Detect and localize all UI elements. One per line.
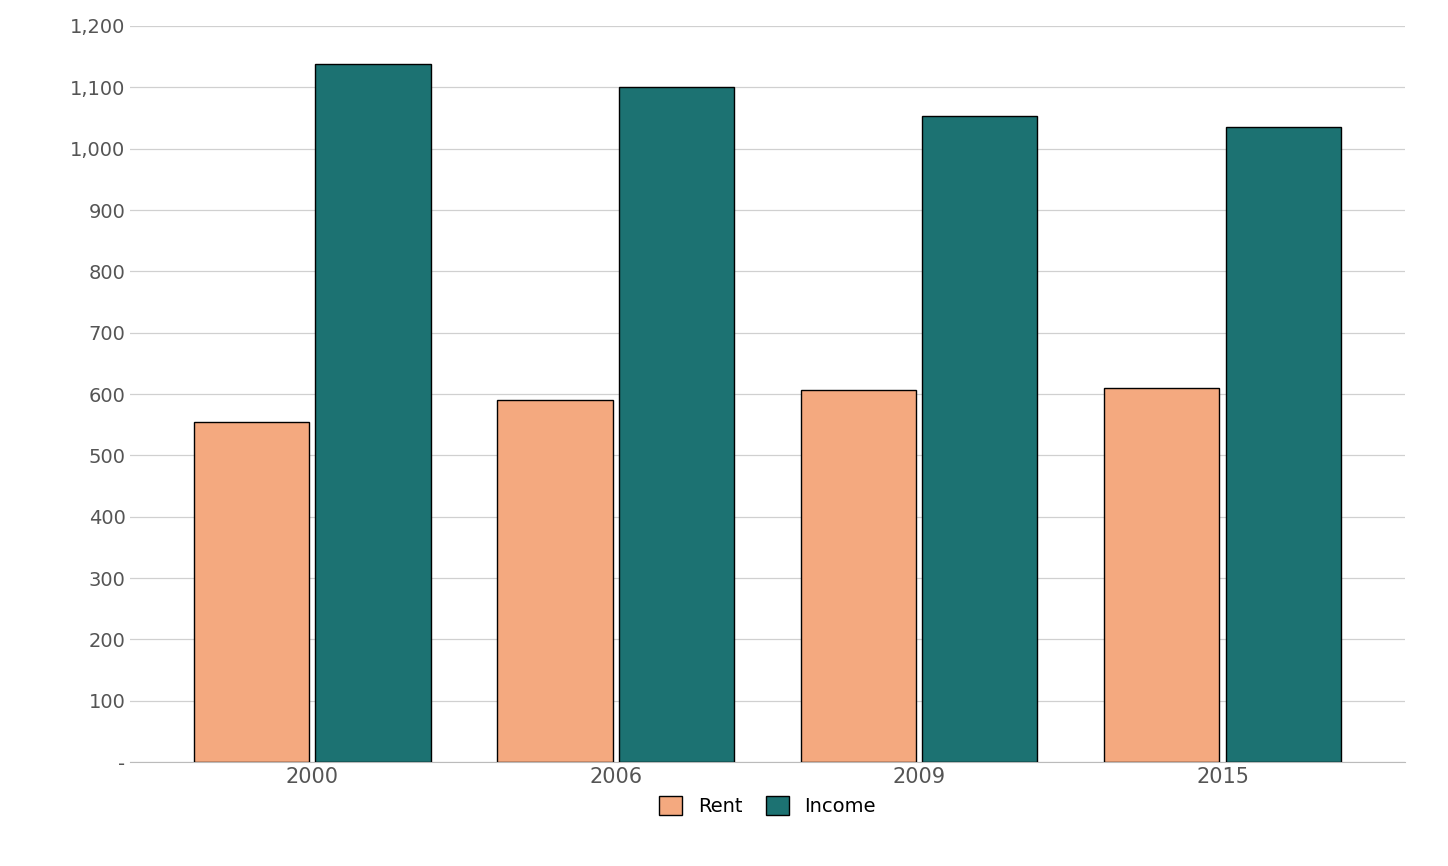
Bar bbox=[1225, 126, 1341, 762]
Bar bbox=[316, 64, 430, 762]
Bar bbox=[1105, 388, 1219, 762]
Legend: Rent, Income: Rent, Income bbox=[649, 786, 886, 826]
Bar bbox=[498, 400, 613, 762]
Bar bbox=[801, 390, 917, 762]
Bar bbox=[618, 87, 734, 762]
Bar bbox=[194, 423, 310, 762]
Bar bbox=[922, 115, 1037, 762]
